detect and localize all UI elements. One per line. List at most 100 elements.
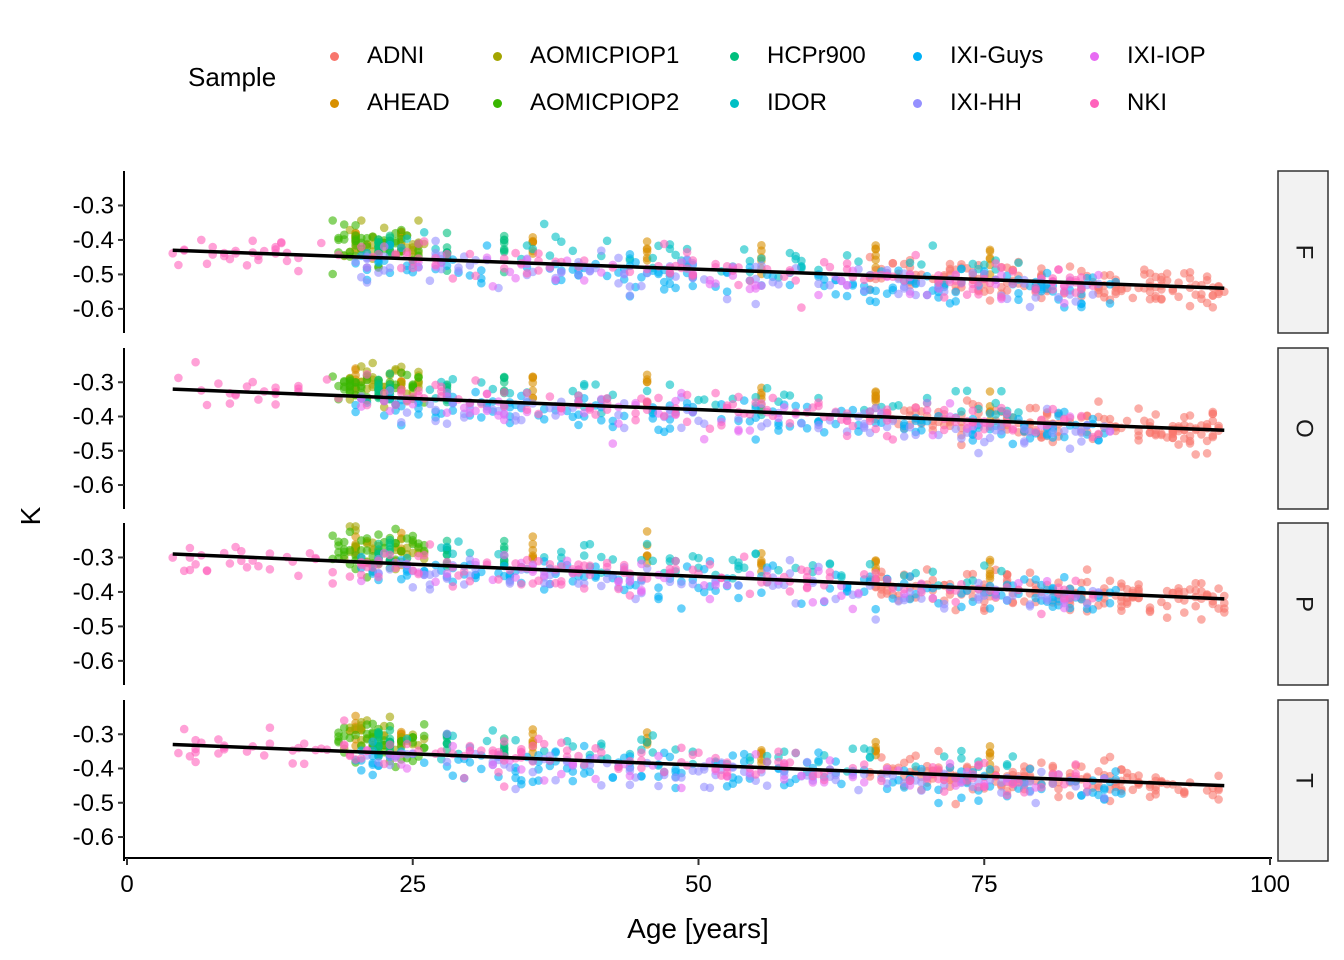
data-point-ixi-hh [768,277,778,287]
data-point-idor [637,735,646,744]
data-point-nki [871,424,880,434]
data-point-nki [1088,432,1098,442]
data-point-ixi-hh [734,581,743,590]
data-point-ixi-iop [562,556,572,566]
data-point-nki [528,741,538,751]
data-point-ixi-iop [859,778,869,787]
data-point-nki [911,403,920,413]
data-point-ixi-hh [1048,779,1058,788]
data-point-ixi-iop [837,591,846,600]
data-point-ixi-guys [768,561,778,570]
data-point-nki [688,750,698,760]
data-point-nki [328,579,338,588]
data-point-adni [1128,293,1138,303]
data-point-hcpr900 [499,247,509,257]
legend-label: IXI-Guys [950,42,1044,69]
data-point-nki [385,740,395,749]
legend-item-ixi-iop: IXI-IOP [1090,41,1206,71]
data-point-nki [682,417,692,427]
data-point-hcpr900 [374,539,383,549]
data-point-ixi-iop [705,594,715,604]
data-point-ixi-guys [368,770,378,780]
data-point-nki [242,261,252,270]
data-point-ixi-hh [974,578,983,588]
y-tick-label: -0.4 [73,227,114,254]
data-point-ixi-iop [808,598,818,607]
data-point-ixi-guys [368,737,378,746]
data-point-ixi-hh [951,424,960,434]
data-point-nki [414,569,423,579]
data-point-aomicpiop1 [414,216,423,225]
data-point-nki [951,597,960,607]
data-point-adni [1174,785,1183,795]
data-point-hcpr900 [499,373,509,382]
data-point-nki [339,716,349,725]
data-point-ixi-iop [568,760,578,770]
data-point-nki [659,411,669,421]
data-point-nki [305,549,315,558]
data-point-nki [825,262,835,272]
data-point-nki [465,741,475,751]
data-point-nki [654,393,663,403]
data-point-ixi-hh [597,781,606,790]
data-point-nki [522,555,532,565]
data-point-nki [1008,426,1018,435]
legend-label: AOMICPIOP2 [530,89,680,116]
data-point-ixi-hh [574,270,583,280]
data-point-ixi-guys [419,758,429,767]
data-point-ixi-hh [1042,593,1052,603]
data-point-nki [877,776,886,786]
data-point-idor [739,245,749,254]
data-point-ixi-iop [448,741,458,751]
data-point-ixi-hh [1048,428,1058,438]
data-point-ixi-guys [974,796,983,805]
data-point-idor [551,232,560,242]
data-point-nki [745,276,755,286]
data-point-ixi-hh [528,767,538,777]
data-point-aomicpiop2 [334,537,343,547]
data-point-nki [1020,788,1029,797]
data-point-ixi-hh [1020,439,1029,448]
data-point-ixi-iop [511,573,520,582]
data-point-ixi-guys [1105,299,1115,308]
data-point-hcpr900 [385,541,395,550]
data-point-idor [568,246,578,256]
y-tick-label: -0.5 [73,613,114,640]
data-point-adni [1117,606,1126,615]
data-point-ixi-iop [654,751,663,761]
data-point-ixi-guys [1042,268,1052,278]
data-point-ixi-guys [1014,295,1023,305]
data-point-ixi-guys [402,571,412,580]
data-point-nki [962,290,972,300]
legend-label: AHEAD [367,89,450,116]
data-point-ixi-guys [814,756,823,765]
data-point-ixi-guys [1088,605,1098,614]
data-point-adni [1054,792,1063,802]
data-point-nki [768,393,778,403]
data-point-nki [397,388,406,398]
data-point-nki [934,774,943,784]
data-point-idor [848,744,858,753]
data-point-hcpr900 [385,231,395,241]
data-point-ixi-hh [637,281,646,291]
data-point-nki [637,763,646,773]
data-point-nki [1060,288,1069,297]
data-point-ahead [871,251,880,260]
data-point-nki [677,743,686,753]
data-point-aomicpiop2 [351,221,360,230]
data-point-nki [242,563,252,572]
data-point-nki [374,572,383,582]
data-point-ixi-hh [699,765,709,774]
data-point-ixi-guys [688,281,698,291]
legend-item-aomicpiop1: AOMICPIOP1 [493,41,679,71]
data-point-ixi-iop [734,425,743,435]
data-point-nki [722,771,732,781]
data-point-ixi-hh [625,291,635,300]
data-point-ixi-hh [882,422,892,432]
y-tick-label: -0.5 [73,790,114,817]
facet-strip-box [1277,699,1329,862]
data-point-ixi-hh [505,579,515,588]
data-point-ixi-guys [757,588,766,597]
data-point-idor [539,219,549,229]
data-point-nki [322,375,332,384]
